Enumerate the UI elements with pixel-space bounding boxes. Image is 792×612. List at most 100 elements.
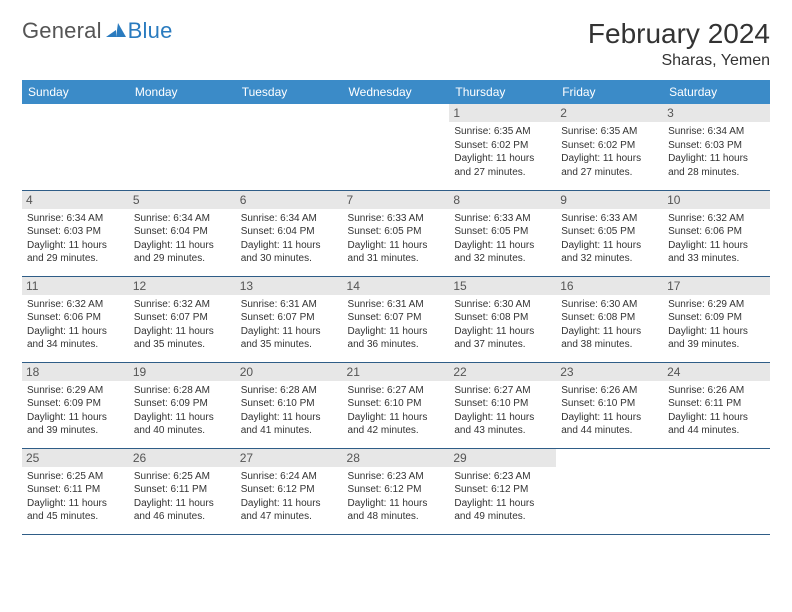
day-number: 18 xyxy=(22,363,129,381)
day-number: 6 xyxy=(236,191,343,209)
day-number: 28 xyxy=(343,449,450,467)
calendar-week-row: 1Sunrise: 6:35 AMSunset: 6:02 PMDaylight… xyxy=(22,104,770,190)
title-block: February 2024 Sharas, Yemen xyxy=(588,18,770,70)
calendar-cell: 23 Sunrise: 6:26 AMSunset: 6:10 PMDayligh… xyxy=(556,362,663,448)
day-info: Sunrise: 6:27 AMSunset: 6:10 PMDaylight:… xyxy=(348,384,445,438)
day-info: Sunrise: 6:32 AMSunset: 6:07 PMDaylight:… xyxy=(134,298,231,352)
day-info: Sunrise: 6:24 AMSunset: 6:12 PMDaylight:… xyxy=(241,470,338,524)
calendar-cell: 5 Sunrise: 6:34 AMSunset: 6:04 PMDaylight… xyxy=(129,190,236,276)
day-number: 11 xyxy=(22,277,129,295)
day-info: Sunrise: 6:33 AMSunset: 6:05 PMDaylight:… xyxy=(454,212,551,266)
day-info: Sunrise: 6:32 AMSunset: 6:06 PMDaylight:… xyxy=(668,212,765,266)
calendar-cell: 2 Sunrise: 6:35 AMSunset: 6:02 PMDaylight… xyxy=(556,104,663,190)
day-number: 20 xyxy=(236,363,343,381)
day-info: Sunrise: 6:26 AMSunset: 6:11 PMDaylight:… xyxy=(668,384,765,438)
logo: General Blue xyxy=(22,18,173,44)
day-info: Sunrise: 6:23 AMSunset: 6:12 PMDaylight:… xyxy=(348,470,445,524)
day-header: Tuesday xyxy=(236,80,343,104)
calendar-cell: 29Sunrise: 6:23 AMSunset: 6:12 PMDayligh… xyxy=(449,448,556,534)
logo-text-general: General xyxy=(22,18,102,44)
calendar-cell: 7Sunrise: 6:33 AMSunset: 6:05 PMDaylight… xyxy=(343,190,450,276)
logo-text-blue: Blue xyxy=(128,18,173,44)
day-info: Sunrise: 6:25 AMSunset: 6:11 PMDaylight:… xyxy=(134,470,231,524)
day-header: Thursday xyxy=(449,80,556,104)
day-header: Wednesday xyxy=(343,80,450,104)
calendar-cell: 27 Sunrise: 6:24 AMSunset: 6:12 PMDayligh… xyxy=(236,448,343,534)
day-info: Sunrise: 6:34 AMSunset: 6:04 PMDaylight:… xyxy=(241,212,338,266)
calendar-week-row: 11 Sunrise: 6:32 AMSunset: 6:06 PMDayligh… xyxy=(22,276,770,362)
day-info: Sunrise: 6:26 AMSunset: 6:10 PMDaylight:… xyxy=(561,384,658,438)
calendar-cell: 24 Sunrise: 6:26 AMSunset: 6:11 PMDayligh… xyxy=(663,362,770,448)
page-header: General Blue February 2024 Sharas, Yemen xyxy=(22,18,770,70)
calendar-week-row: 4 Sunrise: 6:34 AMSunset: 6:03 PMDaylight… xyxy=(22,190,770,276)
calendar-cell: 3 Sunrise: 6:34 AMSunset: 6:03 PMDaylight… xyxy=(663,104,770,190)
calendar-cell: 12 Sunrise: 6:32 AMSunset: 6:07 PMDayligh… xyxy=(129,276,236,362)
day-info: Sunrise: 6:35 AMSunset: 6:02 PMDaylight:… xyxy=(454,125,551,179)
day-info: Sunrise: 6:23 AMSunset: 6:12 PMDaylight:… xyxy=(454,470,551,524)
calendar-cell xyxy=(236,104,343,190)
calendar-cell: 19Sunrise: 6:28 AMSunset: 6:09 PMDayligh… xyxy=(129,362,236,448)
day-number: 3 xyxy=(663,104,770,122)
day-info: Sunrise: 6:34 AMSunset: 6:03 PMDaylight:… xyxy=(668,125,765,179)
day-info: Sunrise: 6:30 AMSunset: 6:08 PMDaylight:… xyxy=(454,298,551,352)
day-number: 2 xyxy=(556,104,663,122)
calendar-cell: 15 Sunrise: 6:30 AMSunset: 6:08 PMDayligh… xyxy=(449,276,556,362)
day-info: Sunrise: 6:29 AMSunset: 6:09 PMDaylight:… xyxy=(668,298,765,352)
day-number: 16 xyxy=(556,277,663,295)
calendar-cell: 4 Sunrise: 6:34 AMSunset: 6:03 PMDaylight… xyxy=(22,190,129,276)
day-number: 21 xyxy=(343,363,450,381)
day-info: Sunrise: 6:34 AMSunset: 6:03 PMDaylight:… xyxy=(27,212,124,266)
calendar-cell: 16 Sunrise: 6:30 AMSunset: 6:08 PMDayligh… xyxy=(556,276,663,362)
calendar-cell: 20 Sunrise: 6:28 AMSunset: 6:10 PMDayligh… xyxy=(236,362,343,448)
calendar-cell xyxy=(343,104,450,190)
calendar-cell xyxy=(129,104,236,190)
day-info: Sunrise: 6:28 AMSunset: 6:09 PMDaylight:… xyxy=(134,384,231,438)
day-number: 10 xyxy=(663,191,770,209)
day-info: Sunrise: 6:27 AMSunset: 6:10 PMDaylight:… xyxy=(454,384,551,438)
day-header: Friday xyxy=(556,80,663,104)
calendar-body: 1Sunrise: 6:35 AMSunset: 6:02 PMDaylight… xyxy=(22,104,770,534)
calendar-cell: 8 Sunrise: 6:33 AMSunset: 6:05 PMDaylight… xyxy=(449,190,556,276)
calendar-week-row: 25 Sunrise: 6:25 AMSunset: 6:11 PMDayligh… xyxy=(22,448,770,534)
calendar-cell: 28 Sunrise: 6:23 AMSunset: 6:12 PMDayligh… xyxy=(343,448,450,534)
calendar-cell: 21 Sunrise: 6:27 AMSunset: 6:10 PMDayligh… xyxy=(343,362,450,448)
calendar-cell xyxy=(663,448,770,534)
day-number: 22 xyxy=(449,363,556,381)
day-number: 15 xyxy=(449,277,556,295)
calendar-cell: 14 Sunrise: 6:31 AMSunset: 6:07 PMDayligh… xyxy=(343,276,450,362)
day-info: Sunrise: 6:29 AMSunset: 6:09 PMDaylight:… xyxy=(27,384,124,438)
day-number: 4 xyxy=(22,191,129,209)
day-header: Sunday xyxy=(22,80,129,104)
day-info: Sunrise: 6:32 AMSunset: 6:06 PMDaylight:… xyxy=(27,298,124,352)
day-header: Monday xyxy=(129,80,236,104)
calendar-cell: 10 Sunrise: 6:32 AMSunset: 6:06 PMDayligh… xyxy=(663,190,770,276)
day-number: 23 xyxy=(556,363,663,381)
calendar-cell: 1Sunrise: 6:35 AMSunset: 6:02 PMDaylight… xyxy=(449,104,556,190)
calendar-cell xyxy=(556,448,663,534)
calendar-cell: 6 Sunrise: 6:34 AMSunset: 6:04 PMDaylight… xyxy=(236,190,343,276)
day-number: 24 xyxy=(663,363,770,381)
calendar-table: Sunday Monday Tuesday Wednesday Thursday… xyxy=(22,80,770,535)
day-number: 5 xyxy=(129,191,236,209)
day-number: 12 xyxy=(129,277,236,295)
calendar-cell: 9Sunrise: 6:33 AMSunset: 6:05 PMDaylight… xyxy=(556,190,663,276)
day-info: Sunrise: 6:35 AMSunset: 6:02 PMDaylight:… xyxy=(561,125,658,179)
day-info: Sunrise: 6:25 AMSunset: 6:11 PMDaylight:… xyxy=(27,470,124,524)
day-number: 9 xyxy=(556,191,663,209)
day-info: Sunrise: 6:34 AMSunset: 6:04 PMDaylight:… xyxy=(134,212,231,266)
day-number: 8 xyxy=(449,191,556,209)
day-number: 7 xyxy=(343,191,450,209)
calendar-cell: 18 Sunrise: 6:29 AMSunset: 6:09 PMDayligh… xyxy=(22,362,129,448)
logo-glyph-icon xyxy=(106,21,126,42)
day-info: Sunrise: 6:30 AMSunset: 6:08 PMDaylight:… xyxy=(561,298,658,352)
day-number: 25 xyxy=(22,449,129,467)
day-info: Sunrise: 6:28 AMSunset: 6:10 PMDaylight:… xyxy=(241,384,338,438)
location: Sharas, Yemen xyxy=(588,52,770,70)
day-header: Saturday xyxy=(663,80,770,104)
day-number: 27 xyxy=(236,449,343,467)
day-info: Sunrise: 6:31 AMSunset: 6:07 PMDaylight:… xyxy=(348,298,445,352)
month-title: February 2024 xyxy=(588,18,770,50)
day-number: 14 xyxy=(343,277,450,295)
calendar-cell: 25 Sunrise: 6:25 AMSunset: 6:11 PMDayligh… xyxy=(22,448,129,534)
calendar-cell xyxy=(22,104,129,190)
